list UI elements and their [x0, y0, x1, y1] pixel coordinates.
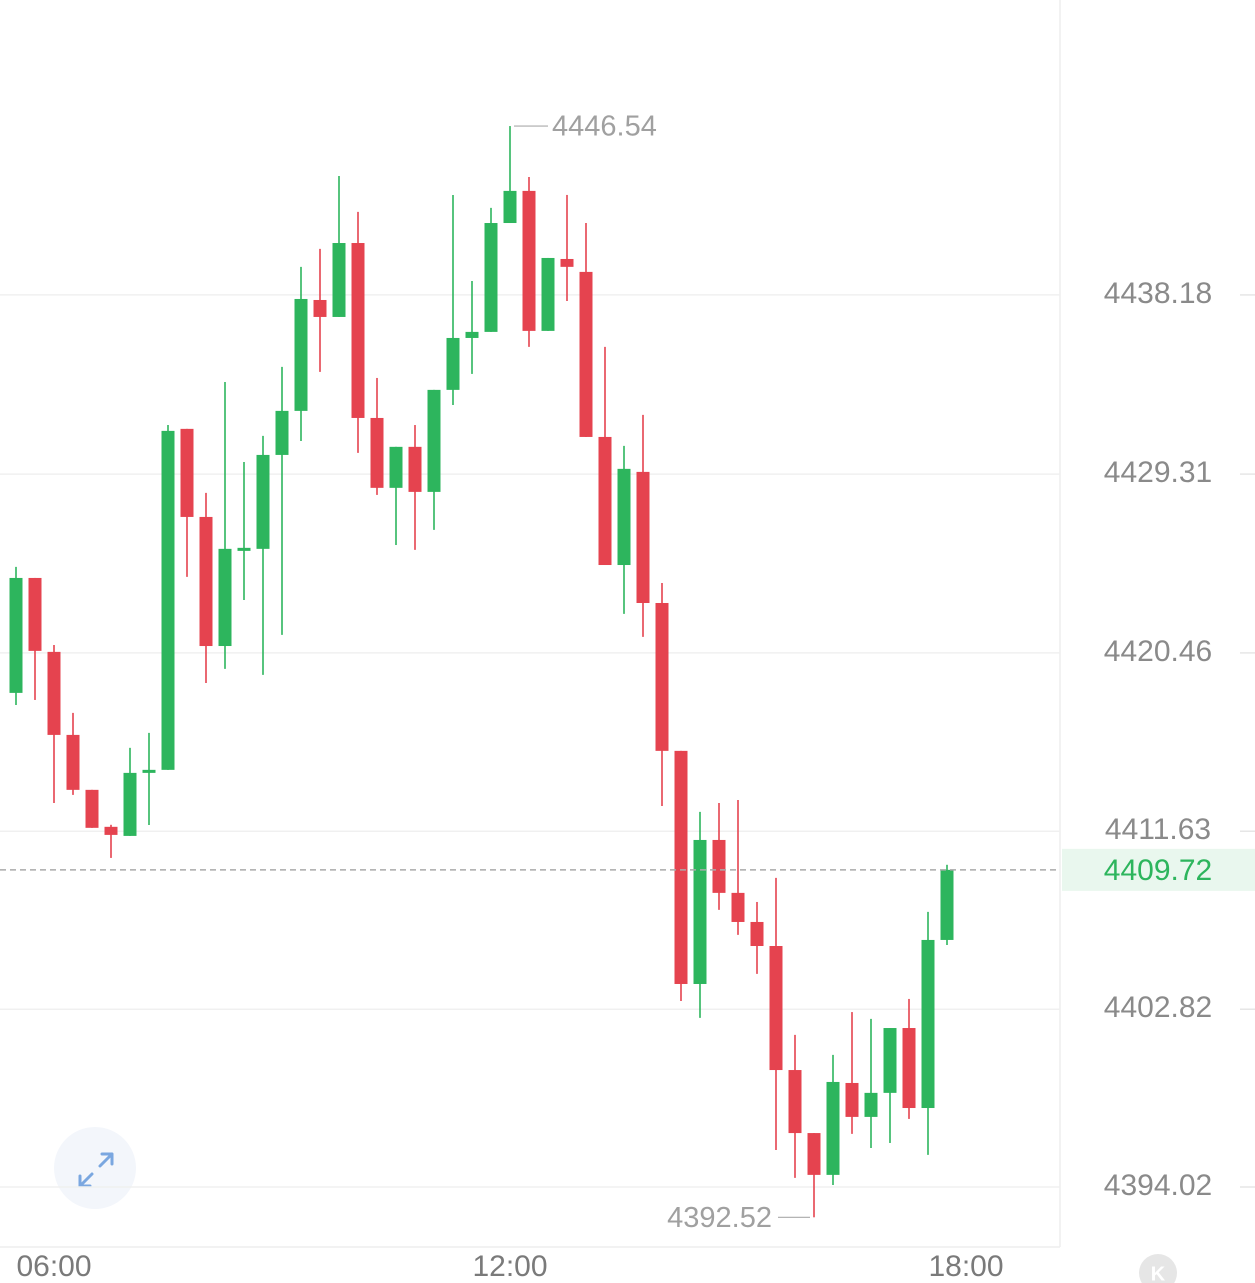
- candle-body: [9, 577, 23, 693]
- expand-icon[interactable]: [78, 1152, 114, 1188]
- candle-body: [902, 1028, 916, 1109]
- candle-body: [408, 446, 422, 492]
- candle-body: [218, 548, 232, 647]
- candle-body: [123, 772, 137, 836]
- candle-body: [180, 428, 194, 517]
- y-tick-label: 4429.31: [1104, 456, 1212, 489]
- candle-body: [769, 946, 783, 1071]
- y-tick-label: 4394.02: [1104, 1169, 1212, 1202]
- candle-body: [275, 410, 289, 455]
- expand-button[interactable]: [54, 1127, 136, 1209]
- candle-body: [845, 1082, 859, 1117]
- candle-body: [47, 651, 61, 735]
- x-tick-label: 12:00: [472, 1250, 547, 1283]
- candle-body: [674, 750, 688, 984]
- badge: K: [1151, 1263, 1166, 1283]
- candle-body: [313, 299, 327, 317]
- candle-body: [712, 839, 726, 893]
- candle-body: [750, 921, 764, 947]
- candle-body: [731, 892, 745, 922]
- candle-body: [351, 243, 365, 418]
- candle-body: [237, 547, 251, 551]
- candle-body: [864, 1092, 878, 1117]
- candle-body: [465, 331, 479, 338]
- candle-body: [579, 271, 593, 437]
- candle-body: [560, 258, 574, 267]
- y-tick-label: 4438.18: [1104, 277, 1212, 310]
- x-tick-label: 18:00: [928, 1250, 1003, 1283]
- candle-body: [693, 839, 707, 984]
- candle-body: [199, 516, 213, 647]
- candle-body: [940, 869, 954, 940]
- candle-body: [541, 257, 555, 331]
- candle-body: [142, 769, 156, 773]
- candle-body: [161, 430, 175, 770]
- candle-body: [655, 602, 669, 751]
- x-tick-label: 06:00: [16, 1250, 91, 1283]
- max-label: 4446.54: [552, 111, 657, 143]
- candle-body: [66, 734, 80, 790]
- candle-body: [85, 789, 99, 828]
- candle-body: [332, 243, 346, 317]
- y-tick-label: 4402.82: [1104, 991, 1212, 1024]
- candle-body: [921, 939, 935, 1109]
- candle-body: [522, 190, 536, 331]
- candle-body: [788, 1070, 802, 1134]
- candle-body: [807, 1133, 821, 1175]
- last-price-label: 4409.72: [1104, 854, 1212, 887]
- candle-body: [636, 471, 650, 603]
- y-tick-label: 4420.46: [1104, 635, 1212, 668]
- candle-body: [256, 454, 270, 549]
- candle-body: [446, 337, 460, 390]
- candle-body: [617, 468, 631, 566]
- expand-button-bg[interactable]: [54, 1127, 136, 1209]
- candle-body: [294, 298, 308, 411]
- last-price-box: [1062, 848, 1255, 891]
- candle-body: [484, 223, 498, 332]
- min-label: 4392.52: [667, 1202, 772, 1234]
- candle-body: [826, 1081, 840, 1175]
- candle-body: [503, 190, 517, 224]
- candle-body: [104, 826, 118, 835]
- plot: 4438.18 4429.31 4420.46 4411.63 4402.82 4394.…: [0, 111, 1255, 1283]
- y-tick-label: 4411.63: [1105, 813, 1211, 846]
- candle-body: [427, 389, 441, 492]
- candle-body: [389, 446, 403, 488]
- badge-bg: [1139, 1254, 1177, 1283]
- candle-body: [28, 577, 42, 651]
- candle-body: [598, 436, 612, 566]
- candle-body: [883, 1028, 897, 1093]
- candle-body: [370, 417, 384, 488]
